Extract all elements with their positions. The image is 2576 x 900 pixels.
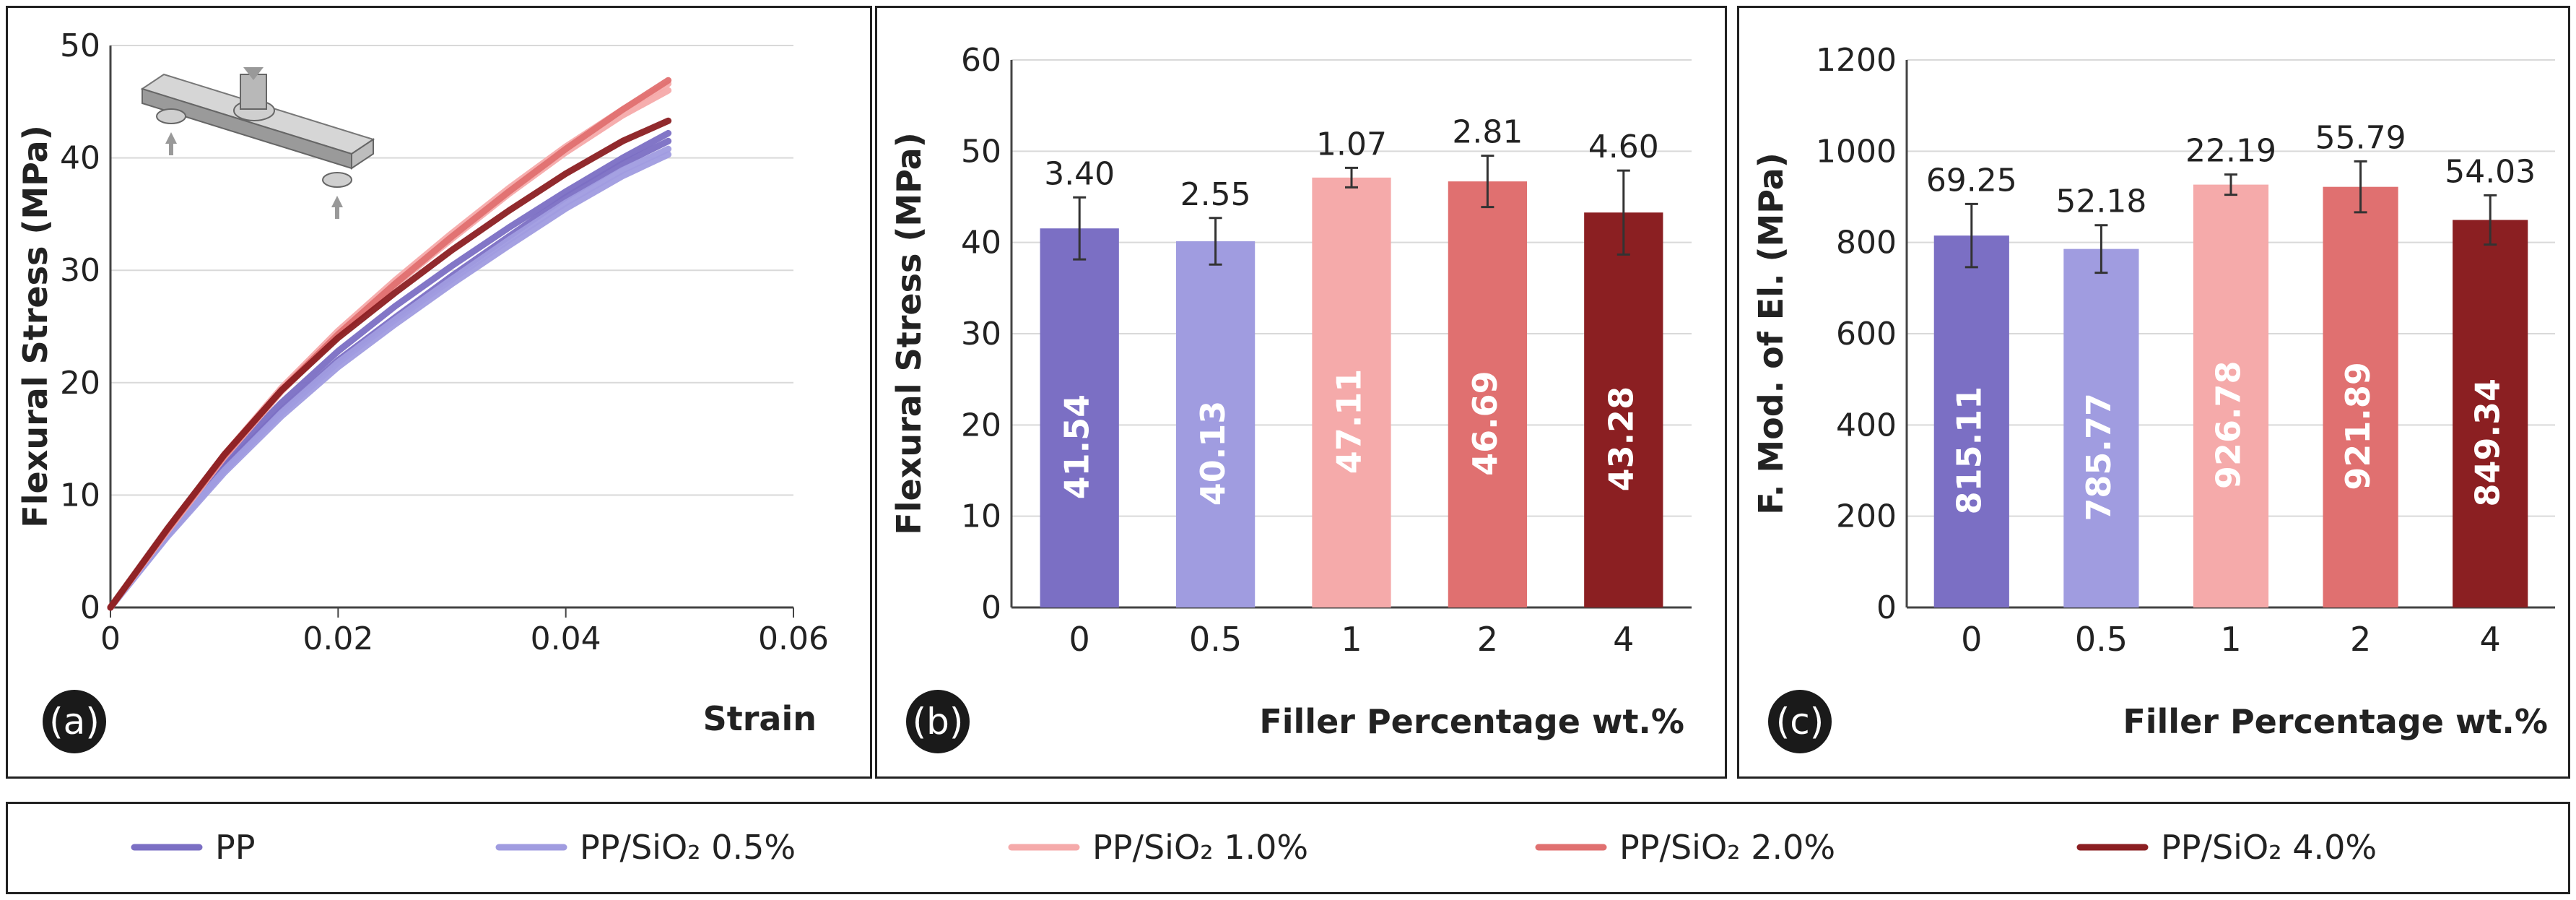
- series-line-pp: [107, 129, 672, 611]
- x-tick-label: 2: [1477, 620, 1498, 659]
- series-line-s05: [107, 151, 672, 611]
- y-tick-label: 10: [60, 477, 100, 514]
- x-tick-label: 4: [2480, 620, 2501, 659]
- series-line-pp: [107, 137, 672, 611]
- y-tick-label: 0: [981, 589, 1001, 626]
- y-tick-label: 400: [1836, 407, 1897, 443]
- bar-value-label: 40.13: [1193, 401, 1232, 506]
- error-label: 2.81: [1452, 114, 1523, 151]
- bar-pp: [1040, 228, 1119, 608]
- three-point-bending-icon: [140, 67, 375, 219]
- bar-value-label: 926.78: [2209, 361, 2248, 490]
- panel-badge: [43, 690, 106, 753]
- bar-value-label: 815.11: [1949, 386, 1988, 515]
- panel-c: 0 200 400 600 800 1000 1200 69.25 815.11 0 52.18 78…: [1737, 6, 2570, 779]
- y-tick-label: 10: [961, 498, 1001, 535]
- panel-label: (a): [49, 701, 100, 743]
- y-tick-label: 200: [1836, 498, 1897, 535]
- x-axis-title: Filler Percentage wt.%: [1259, 702, 1684, 741]
- x-tick-label: 0.5: [1189, 620, 1242, 659]
- error-label: 55.79: [2315, 119, 2406, 156]
- y-tick-label: 50: [60, 27, 100, 64]
- y-tick-label: 800: [1836, 225, 1897, 261]
- bar-value-label: 47.11: [1330, 369, 1369, 475]
- bar-chart-b: 0 10 20 30 40 50 60 3.40 41.54 0 2.55 40.13 0.5 1.07 4…: [889, 42, 1692, 753]
- x-tick-label: 4: [1613, 620, 1634, 659]
- bar-value-label: 849.34: [2468, 378, 2507, 507]
- error-label: 54.03: [2445, 153, 2536, 190]
- error-label: 22.19: [2185, 133, 2276, 170]
- bar-pp: [1933, 235, 2009, 607]
- y-tick-label: 40: [60, 140, 100, 177]
- bar-s20: [2323, 186, 2398, 607]
- x-tick-label: 2: [2350, 620, 2371, 659]
- y-tick-label: 40: [961, 225, 1001, 261]
- series-line-s05: [107, 145, 672, 611]
- bar-value-label: 785.77: [2079, 393, 2118, 522]
- bar-s20: [1448, 181, 1528, 608]
- panel-b: 0 10 20 30 40 50 60 3.40 41.54 0 2.55 40.13 0.5 1.07 4…: [875, 6, 1727, 779]
- legend: PP PP/SiO₂ 0.5% PP/SiO₂ 1.0% PP/SiO₂ 2.0% PP…: [6, 802, 2570, 894]
- y-tick-label: 30: [60, 252, 100, 289]
- legend-label: PP/SiO₂ 2.0%: [1619, 828, 1835, 867]
- x-tick-label: 0.5: [2075, 620, 2128, 659]
- y-tick-label: 1200: [1816, 42, 1897, 79]
- series-line-s10: [107, 87, 672, 611]
- y-tick-label: 1000: [1816, 133, 1897, 170]
- legend-label: PP/SiO₂ 4.0%: [2161, 828, 2377, 867]
- x-tick-label: 1: [2220, 620, 2241, 659]
- x-tick-label: 0.06: [758, 620, 829, 657]
- bar-value-label: 921.89: [2338, 362, 2377, 490]
- x-tick-label: 0: [1961, 620, 1982, 659]
- x-tick-label: 0.02: [303, 620, 373, 657]
- x-axis-title: Strain: [703, 699, 817, 738]
- y-tick-label: 20: [961, 407, 1001, 443]
- x-tick-label: 0.04: [531, 620, 601, 657]
- series-line-s40: [107, 117, 672, 611]
- x-tick-label: 1: [1341, 620, 1362, 659]
- bar-s05: [1175, 241, 1256, 607]
- legend-label: PP: [215, 828, 255, 867]
- legend-svg: PP PP/SiO₂ 0.5% PP/SiO₂ 1.0% PP/SiO₂ 2.0% PP…: [131, 828, 2377, 867]
- legend-label: PP/SiO₂ 1.0%: [1092, 828, 1308, 867]
- bar-s10: [2193, 184, 2269, 607]
- legend-label: PP/SiO₂ 0.5%: [580, 828, 796, 867]
- y-tick-label: 30: [961, 316, 1001, 352]
- line-chart-a: 0 10 20 30 40 50 0 0.02 0.04 0.06 Flexural Stress …: [16, 27, 829, 753]
- panel-a: 0 10 20 30 40 50 0 0.02 0.04 0.06 Flexural Stress …: [6, 6, 872, 779]
- x-tick-label: 0: [1069, 620, 1090, 659]
- y-tick-label: 20: [60, 365, 100, 402]
- bar-value-label: 41.54: [1058, 394, 1097, 500]
- error-label: 52.18: [2055, 183, 2146, 220]
- error-label: 4.60: [1588, 129, 1659, 165]
- y-tick-label: 60: [961, 42, 1001, 79]
- bar-chart-c: 0 200 400 600 800 1000 1200 69.25 815.11 0 52.18 78…: [1752, 42, 2555, 753]
- y-axis-title: F. Mod. of El. (MPa): [1752, 152, 1790, 515]
- bar-s40: [2453, 220, 2528, 607]
- y-tick-label: 0: [1876, 589, 1897, 626]
- bar-s10: [1312, 177, 1391, 607]
- error-label: 2.55: [1180, 176, 1251, 213]
- panel-badge: [906, 690, 970, 753]
- panel-label: (b): [913, 701, 964, 743]
- panel-badge: [1768, 690, 1832, 753]
- bar-s05: [2063, 248, 2139, 607]
- y-tick-label: 0: [80, 589, 100, 626]
- y-tick-label: 600: [1836, 316, 1897, 352]
- x-axis-title: Filler Percentage wt.%: [2123, 702, 2548, 741]
- error-label: 3.40: [1044, 155, 1115, 192]
- y-axis-title: Flexural Stress (MPa): [16, 125, 55, 527]
- bar-s40: [1584, 212, 1663, 607]
- x-tick-label: 0: [100, 620, 121, 657]
- error-label: 69.25: [1926, 162, 2017, 199]
- bar-value-label: 43.28: [1601, 386, 1640, 492]
- bar-value-label: 46.69: [1466, 371, 1505, 476]
- y-tick-label: 50: [961, 133, 1001, 170]
- panel-label: (c): [1776, 701, 1824, 743]
- error-label: 1.07: [1316, 126, 1387, 163]
- y-axis-title: Flexural Stress (MPa): [889, 132, 928, 535]
